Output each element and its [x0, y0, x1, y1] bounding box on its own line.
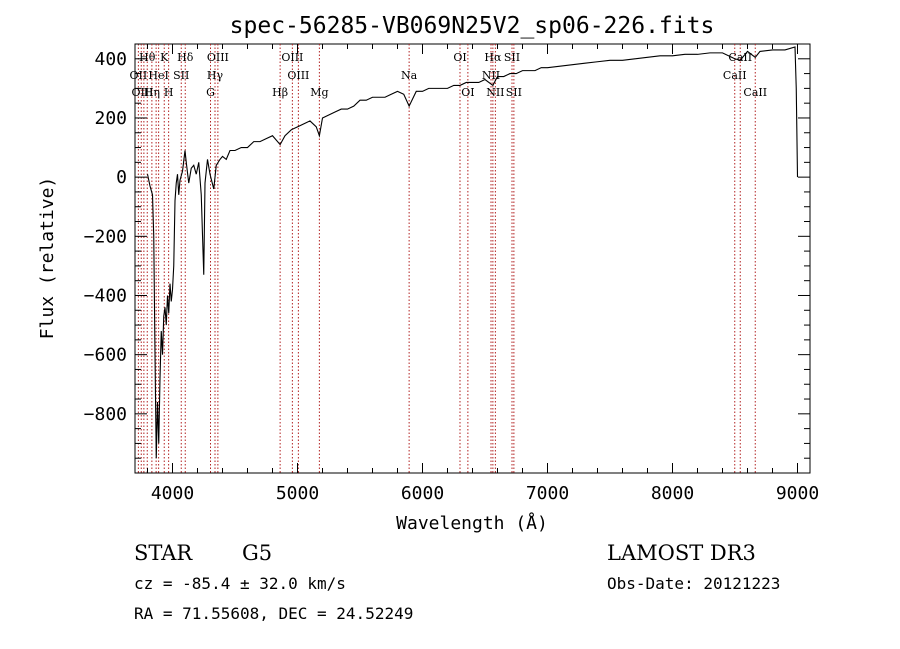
x-tick-label-4: 8000 [651, 483, 694, 504]
spectral-line-markers [137, 44, 756, 473]
x-axis-ticks: 4000 5000 6000 7000 8000 9000 [147, 44, 819, 504]
line-label-10: HeI [148, 69, 168, 82]
line-label-16: CaII [723, 69, 747, 82]
y-tick-label-1: 200 [94, 108, 127, 129]
y-tick-label-2: 0 [116, 167, 127, 188]
line-label-4: OIII [281, 51, 303, 64]
y-tick-label-5: −600 [84, 345, 127, 366]
line-label-19: H [164, 86, 174, 99]
line-label-5: OI [453, 51, 466, 64]
line-label-1: K [160, 51, 169, 64]
x-axis-label: Wavelength (Å) [396, 512, 548, 534]
line-label-15: NII [482, 69, 500, 82]
line-label-2: Hδ [177, 51, 194, 64]
y-axis-ticks: 400 200 0 −200 −400 −600 −800 [84, 43, 810, 459]
line-label-22: Mg [310, 86, 328, 99]
spectrum-series-line [146, 46, 799, 459]
line-label-23: OI [461, 86, 474, 99]
plot-frame [134, 43, 811, 474]
redshift-velocity: cz = -85.4 ± 32.0 km/s [134, 574, 346, 593]
y-tick-label-4: −400 [84, 285, 127, 306]
line-label-11: SII [173, 69, 189, 82]
line-label-25: SII [506, 86, 522, 99]
y-axis-label: Flux (relative) [37, 177, 58, 340]
line-label-9: OII [130, 69, 148, 82]
line-label-6: Hα [484, 51, 502, 64]
x-tick-label-2: 6000 [401, 483, 444, 504]
line-label-17: OIII [131, 86, 153, 99]
line-label-13: OIII [287, 69, 309, 82]
line-label-7: SII [504, 51, 520, 64]
line-label-0: Hθ [139, 51, 156, 64]
coordinates: RA = 71.55608, DEC = 24.52249 [134, 604, 413, 623]
y-tick-label-3: −200 [84, 226, 127, 247]
line-label-3: OIII [207, 51, 229, 64]
chart-title: spec-56285-VB069N25V2_sp06-226.fits [230, 13, 715, 39]
line-label-20: G [206, 86, 215, 99]
x-tick-label-3: 7000 [526, 483, 569, 504]
object-subclass: G5 [242, 541, 272, 565]
observation-date: Obs-Date: 20121223 [607, 574, 780, 593]
line-label-26: CaII [743, 86, 767, 99]
line-label-12: Hγ [207, 69, 224, 82]
line-label-24: NII [486, 86, 504, 99]
y-tick-label-6: −800 [84, 404, 127, 425]
x-tick-label-0: 4000 [151, 483, 194, 504]
y-tick-label-0: 400 [94, 49, 127, 70]
x-tick-label-1: 5000 [276, 483, 319, 504]
line-label-14: Na [401, 69, 418, 82]
line-label-18: Hη [144, 86, 160, 99]
object-class: STAR [134, 541, 193, 565]
x-tick-label-5: 9000 [776, 483, 819, 504]
line-label-21: Hβ [272, 86, 288, 99]
survey-name: LAMOST DR3 [607, 541, 756, 565]
line-label-8: CaII [728, 51, 752, 64]
